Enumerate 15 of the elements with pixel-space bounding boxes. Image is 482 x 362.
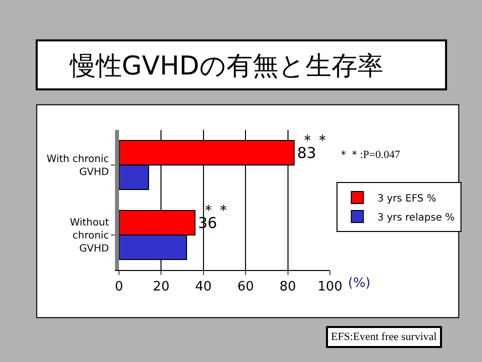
x-tick-label: 100 bbox=[318, 280, 342, 295]
x-tick-label: 60 bbox=[237, 280, 254, 295]
data-label: 83 bbox=[297, 144, 316, 162]
legend-label: 3 yrs relapse % bbox=[377, 212, 455, 224]
y-tick-label: With chronic GVHD bbox=[46, 154, 110, 178]
x-tick-label: 0 bbox=[114, 280, 124, 295]
legend-label: 3 yrs EFS % bbox=[377, 193, 436, 204]
x-tick-label: 80 bbox=[280, 280, 296, 295]
text: ＊＊:P=0.047 bbox=[338, 149, 401, 161]
y-tick-label: Without chronic GVHD bbox=[70, 218, 110, 254]
chart-title: 慢性GVHDの有無と生存率 bbox=[68, 51, 384, 82]
text: EFS:Event free survival bbox=[331, 331, 437, 343]
x-tick-label: 20 bbox=[152, 280, 170, 295]
x-axis-title: (%) bbox=[348, 276, 370, 291]
x-tick-label: 40 bbox=[195, 280, 212, 295]
